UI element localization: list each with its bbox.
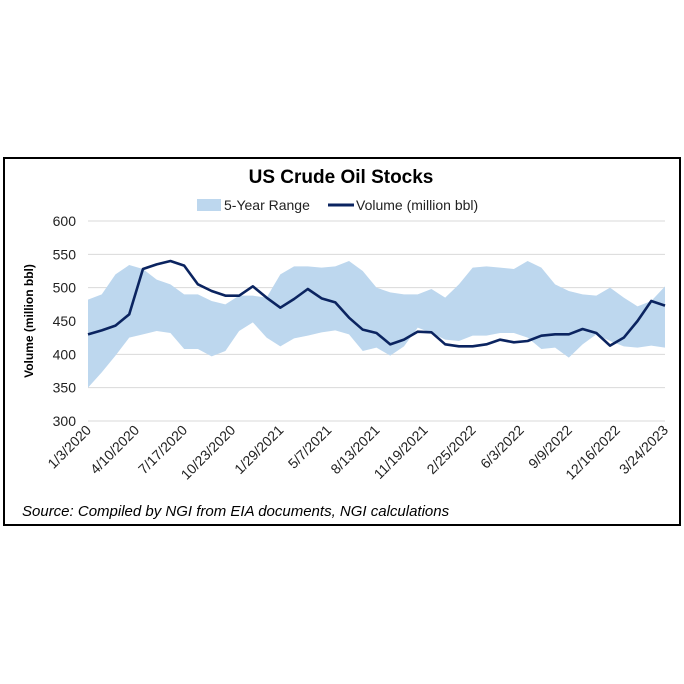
y-tick-label: 300 bbox=[53, 413, 77, 429]
legend-range-swatch bbox=[197, 199, 221, 211]
source-note: Source: Compiled by NGI from EIA documen… bbox=[22, 503, 450, 520]
x-tick-label: 9/9/2022 bbox=[525, 422, 575, 472]
x-tick-label: 4/10/2020 bbox=[87, 422, 143, 478]
y-tick-label: 550 bbox=[53, 246, 77, 262]
chart-frame bbox=[3, 157, 681, 526]
y-axis-label: Volume (million bbl) bbox=[22, 264, 36, 378]
legend-line-label: Volume (million bbl) bbox=[356, 197, 478, 213]
y-tick-label: 400 bbox=[53, 346, 77, 362]
x-tick-label: 6/3/2022 bbox=[477, 422, 527, 472]
five-year-range-area bbox=[88, 261, 665, 388]
legend-range-label: 5-Year Range bbox=[224, 197, 310, 213]
chart-title: US Crude Oil Stocks bbox=[249, 167, 434, 188]
y-tick-label: 500 bbox=[53, 280, 77, 296]
legend: 5-Year Range Volume (million bbl) bbox=[197, 197, 478, 213]
x-tick-label: 5/7/2021 bbox=[285, 422, 335, 472]
x-tick-label: 1/29/2021 bbox=[231, 422, 287, 478]
volume-line bbox=[87, 259, 666, 348]
y-tick-label: 350 bbox=[53, 380, 77, 396]
x-tick-label: 2/25/2022 bbox=[423, 422, 479, 478]
x-tick-label: 3/24/2023 bbox=[616, 422, 672, 478]
y-tick-label: 600 bbox=[53, 213, 77, 229]
x-tick-label: 1/3/2020 bbox=[44, 422, 94, 472]
y-tick-label: 450 bbox=[53, 313, 77, 329]
